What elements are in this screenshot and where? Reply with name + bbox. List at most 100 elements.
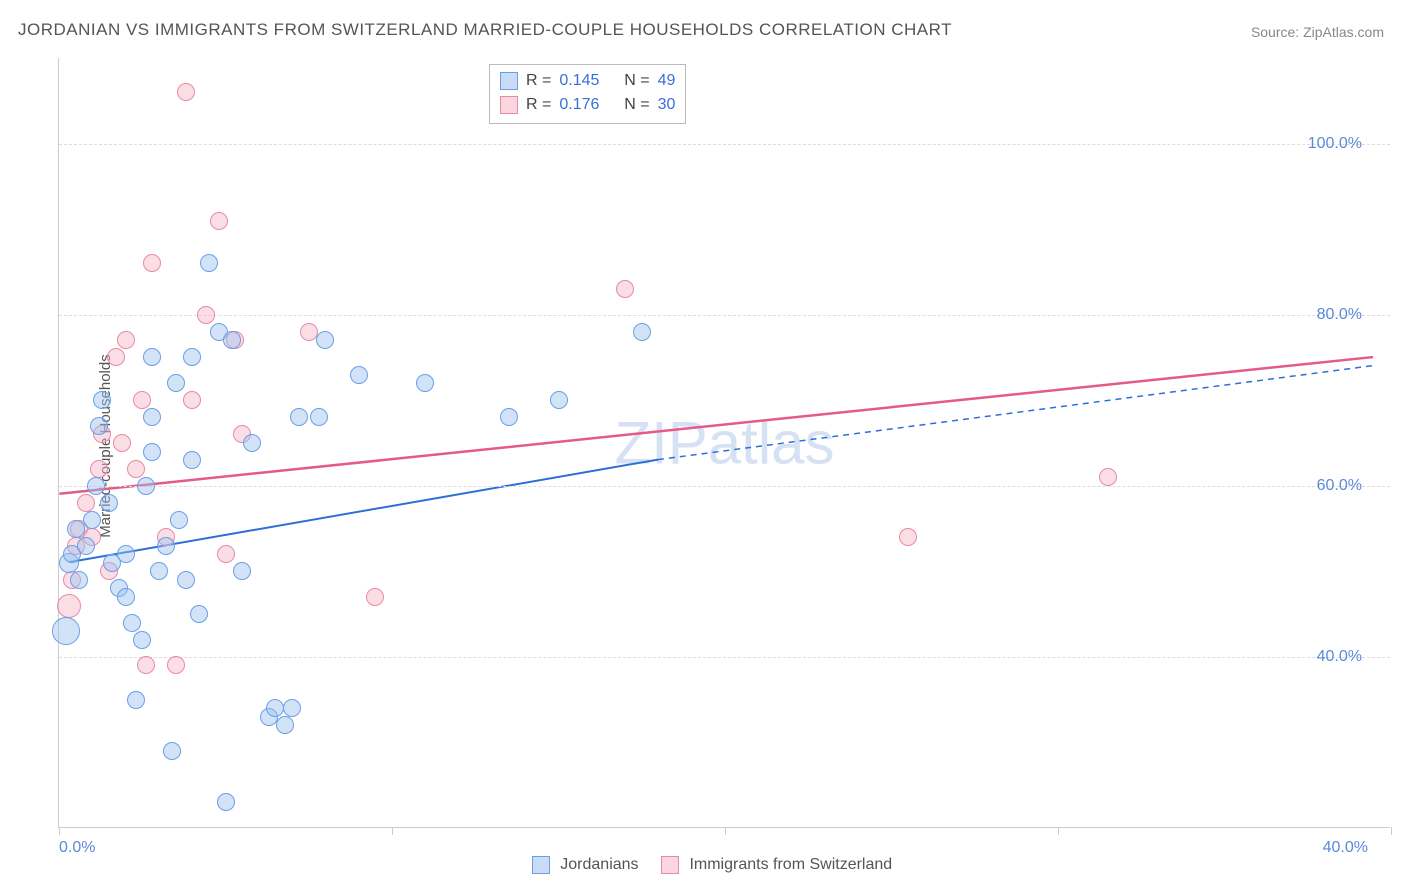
data-point xyxy=(143,443,161,461)
x-tick-label: 0.0% xyxy=(59,839,95,857)
data-point xyxy=(167,374,185,392)
data-point xyxy=(133,391,151,409)
data-point xyxy=(113,434,131,452)
data-point xyxy=(190,605,208,623)
data-point xyxy=(177,571,195,589)
data-point xyxy=(200,254,218,272)
data-point xyxy=(170,511,188,529)
data-point xyxy=(316,331,334,349)
data-point xyxy=(143,408,161,426)
data-point xyxy=(137,477,155,495)
legend-label-blue: Jordanians xyxy=(560,856,638,873)
data-point xyxy=(52,617,80,645)
data-point xyxy=(107,348,125,366)
swatch-blue-icon xyxy=(500,72,518,90)
data-point xyxy=(633,323,651,341)
stats-row-pink: R = 0.176 N = 30 xyxy=(500,93,675,117)
n-value-blue: 49 xyxy=(658,69,676,93)
data-point xyxy=(143,348,161,366)
y-tick-label: 40.0% xyxy=(1317,648,1362,666)
data-point xyxy=(100,494,118,512)
r-value-pink: 0.176 xyxy=(559,93,599,117)
n-value-pink: 30 xyxy=(658,93,676,117)
data-point xyxy=(310,408,328,426)
data-point xyxy=(117,331,135,349)
legend-label-pink: Immigrants from Switzerland xyxy=(689,856,892,873)
data-point xyxy=(290,408,308,426)
data-point xyxy=(550,391,568,409)
r-value-blue: 0.145 xyxy=(559,69,599,93)
data-point xyxy=(197,306,215,324)
data-point xyxy=(350,366,368,384)
y-tick-label: 80.0% xyxy=(1317,306,1362,324)
data-point xyxy=(266,699,284,717)
x-tick xyxy=(1058,827,1059,835)
bottom-legend: Jordanians Immigrants from Switzerland xyxy=(0,856,1406,874)
data-point xyxy=(283,699,301,717)
data-point xyxy=(163,742,181,760)
x-tick xyxy=(59,827,60,835)
data-point xyxy=(57,594,81,618)
data-point xyxy=(223,331,241,349)
y-tick-label: 60.0% xyxy=(1317,477,1362,495)
x-tick xyxy=(392,827,393,835)
swatch-pink-icon xyxy=(661,856,679,874)
x-tick xyxy=(1391,827,1392,835)
data-point xyxy=(150,562,168,580)
r-label: R = xyxy=(526,69,551,93)
x-tick-label: 40.0% xyxy=(1323,839,1368,857)
x-tick xyxy=(725,827,726,835)
r-label: R = xyxy=(526,93,551,117)
data-point xyxy=(300,323,318,341)
n-label: N = xyxy=(624,69,649,93)
swatch-pink-icon xyxy=(500,96,518,114)
data-point xyxy=(899,528,917,546)
n-label: N = xyxy=(624,93,649,117)
data-point xyxy=(183,451,201,469)
data-point xyxy=(616,280,634,298)
data-point xyxy=(127,460,145,478)
data-point xyxy=(123,614,141,632)
data-point xyxy=(500,408,518,426)
gridline xyxy=(59,144,1390,145)
plot-area: ZIPatlas R = 0.145 N = 49 R = 0.176 N = … xyxy=(58,58,1390,828)
data-point xyxy=(83,511,101,529)
data-point xyxy=(183,348,201,366)
chart-title: JORDANIAN VS IMMIGRANTS FROM SWITZERLAND… xyxy=(18,20,952,40)
data-point xyxy=(143,254,161,272)
data-point xyxy=(217,793,235,811)
data-point xyxy=(77,537,95,555)
data-point xyxy=(167,656,185,674)
data-point xyxy=(70,571,88,589)
data-point xyxy=(77,494,95,512)
data-point xyxy=(177,83,195,101)
gridline xyxy=(59,315,1390,316)
gridline xyxy=(59,486,1390,487)
data-point xyxy=(233,562,251,580)
gridline xyxy=(59,657,1390,658)
data-point xyxy=(117,588,135,606)
data-point xyxy=(137,656,155,674)
data-point xyxy=(366,588,384,606)
data-point xyxy=(157,537,175,555)
data-point xyxy=(183,391,201,409)
watermark: ZIPatlas xyxy=(614,408,834,477)
data-point xyxy=(87,477,105,495)
data-point xyxy=(127,691,145,709)
data-point xyxy=(243,434,261,452)
data-point xyxy=(416,374,434,392)
stats-row-blue: R = 0.145 N = 49 xyxy=(500,69,675,93)
data-point xyxy=(90,417,108,435)
stats-legend: R = 0.145 N = 49 R = 0.176 N = 30 xyxy=(489,64,686,124)
data-point xyxy=(210,212,228,230)
data-point xyxy=(117,545,135,563)
data-point xyxy=(133,631,151,649)
y-tick-label: 100.0% xyxy=(1308,135,1362,153)
data-point xyxy=(1099,468,1117,486)
swatch-blue-icon xyxy=(532,856,550,874)
data-point xyxy=(217,545,235,563)
source-label: Source: ZipAtlas.com xyxy=(1251,24,1384,40)
data-point xyxy=(67,520,85,538)
data-point xyxy=(90,460,108,478)
data-point xyxy=(276,716,294,734)
